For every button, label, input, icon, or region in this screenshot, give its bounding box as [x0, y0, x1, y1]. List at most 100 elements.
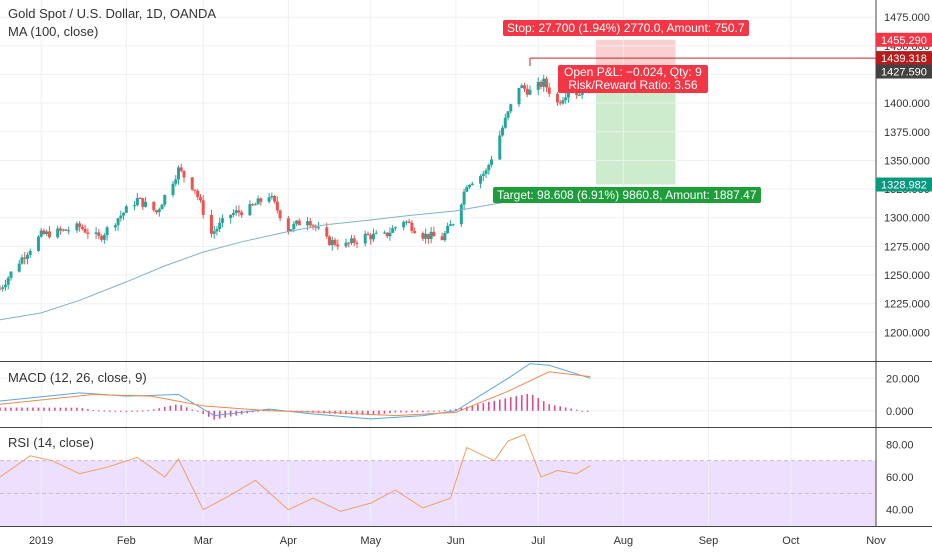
candle-body: [237, 210, 241, 213]
price-tick-label: 1400.000: [884, 98, 930, 110]
macd-histogram-bar: [26, 407, 29, 411]
candle-body: [443, 233, 447, 241]
macd-histogram-bar: [559, 406, 562, 411]
candle-body: [481, 173, 485, 176]
macd-histogram-bar: [575, 409, 578, 411]
price-tag-label: 1427.590: [881, 67, 927, 79]
candle-body: [171, 183, 175, 195]
time-tick-label: Oct: [782, 535, 799, 547]
candle-body: [286, 218, 290, 232]
macd-histogram-bar: [81, 408, 84, 411]
candle-body: [231, 212, 235, 215]
macd-histogram-bar: [394, 410, 397, 413]
legend-rsi-title: RSI (14, close): [8, 435, 94, 450]
macd-histogram-bar: [416, 410, 419, 413]
legend-ma-title: MA (100, close): [8, 24, 99, 39]
candle-body: [157, 209, 161, 213]
stop-label: Stop: 27.700 (1.94%) 2770.0, Amount: 750…: [503, 20, 749, 36]
candle-body: [36, 236, 40, 251]
candle-body: [363, 233, 367, 244]
macd-histogram-bar: [141, 410, 144, 412]
candle-body: [97, 232, 101, 237]
candle-body: [325, 227, 329, 237]
candle-body: [289, 229, 293, 232]
candle-body: [539, 81, 543, 87]
rsi-tick-label: 80.00: [886, 439, 914, 451]
chart-series: [0, 72, 591, 512]
time-tick-label: Apr: [280, 535, 297, 547]
candle-body: [509, 104, 513, 112]
time-tick-label: 2019: [29, 535, 53, 547]
candle-body: [429, 231, 433, 239]
macd-tick-label: 0.000: [886, 406, 914, 418]
candle-body: [311, 225, 315, 227]
macd-histogram-bar: [405, 410, 408, 413]
price-tick-label: 1200.000: [884, 327, 930, 339]
ma-line: [0, 192, 558, 321]
macd-histogram-bar: [520, 395, 523, 411]
candle-body: [426, 233, 430, 239]
candle-body: [116, 218, 120, 226]
candle-body: [176, 167, 180, 180]
macd-histogram-bar: [570, 408, 572, 411]
candle-body: [374, 232, 378, 234]
candle-body: [391, 228, 395, 233]
candle-body: [248, 204, 252, 216]
candle-body: [100, 236, 104, 240]
price-tick-label: 1375.000: [884, 127, 930, 139]
candle-body: [240, 212, 244, 216]
candle-body: [577, 94, 581, 96]
candle-body: [251, 204, 255, 206]
macd-histogram-bar: [76, 407, 78, 411]
macd-histogram-bar: [482, 403, 485, 411]
macd-histogram-bar: [378, 410, 380, 415]
macd-histogram-bar: [125, 410, 128, 412]
candle-body: [209, 214, 213, 234]
candle-body: [371, 233, 375, 240]
candle-body: [193, 189, 197, 191]
macd-histogram-bar: [367, 410, 369, 416]
time-tick-label: May: [360, 535, 381, 547]
macd-histogram-bar: [383, 410, 386, 414]
candle-body: [83, 229, 87, 233]
candle-body: [407, 221, 411, 223]
price-tag: [876, 177, 932, 192]
macd-histogram-bar: [548, 404, 551, 411]
macd-histogram-bar: [43, 407, 45, 411]
macd-histogram-bar: [169, 405, 172, 411]
time-tick-label: Nov: [866, 535, 886, 547]
macd-histogram-bar: [92, 410, 95, 412]
candle-body: [135, 197, 139, 206]
candle-body: [402, 221, 406, 228]
macd-histogram-bar: [37, 407, 40, 411]
candle-body: [459, 204, 463, 225]
macd-histogram-bar: [152, 409, 155, 411]
macd-histogram-bar: [449, 409, 452, 411]
candle-body: [479, 175, 483, 184]
macd-histogram-bar: [460, 407, 463, 411]
macd-histogram-bar: [542, 401, 545, 411]
candle-body: [347, 242, 351, 244]
macd-histogram-bar: [109, 410, 111, 412]
candle-body: [413, 231, 417, 234]
candle-body: [501, 127, 505, 136]
macd-histogram-bar: [350, 410, 353, 415]
candle-body: [102, 235, 106, 240]
candle-body: [160, 204, 164, 210]
candle-body: [78, 223, 82, 227]
macd-histogram-bar: [4, 407, 7, 411]
macd-histogram-bar: [136, 410, 139, 412]
candle-body: [544, 78, 548, 88]
candle-body: [410, 222, 414, 232]
risk-reward-text: Risk/Reward Ratio: 3.56: [568, 78, 698, 92]
macd-histogram-bar: [114, 410, 117, 412]
candle-body: [119, 215, 123, 219]
macd-histogram-bar: [21, 407, 23, 411]
candle-body: [470, 183, 474, 185]
candle-body: [432, 231, 436, 237]
candle-body: [133, 205, 137, 207]
macd-histogram-bar: [488, 401, 490, 411]
candle-body: [451, 224, 455, 226]
